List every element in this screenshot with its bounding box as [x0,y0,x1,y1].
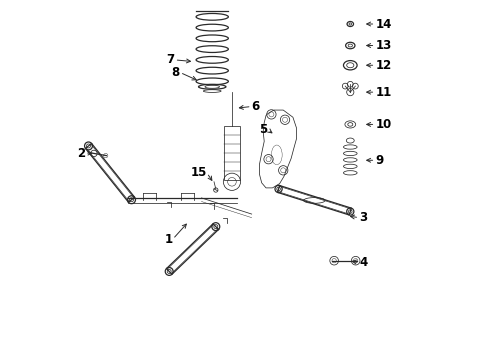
Text: 15: 15 [190,166,206,179]
Text: 6: 6 [251,100,260,113]
Text: 3: 3 [359,211,366,224]
Text: 11: 11 [375,86,391,99]
Text: 1: 1 [164,233,172,246]
Text: 10: 10 [375,118,391,131]
Text: 2: 2 [77,147,85,159]
Text: 5: 5 [259,123,267,136]
Text: 7: 7 [166,53,174,66]
Text: 12: 12 [375,59,391,72]
Text: 4: 4 [359,256,367,269]
Text: 14: 14 [375,18,391,31]
Text: 9: 9 [375,154,383,167]
Text: 8: 8 [171,66,180,79]
Text: 13: 13 [375,39,391,52]
